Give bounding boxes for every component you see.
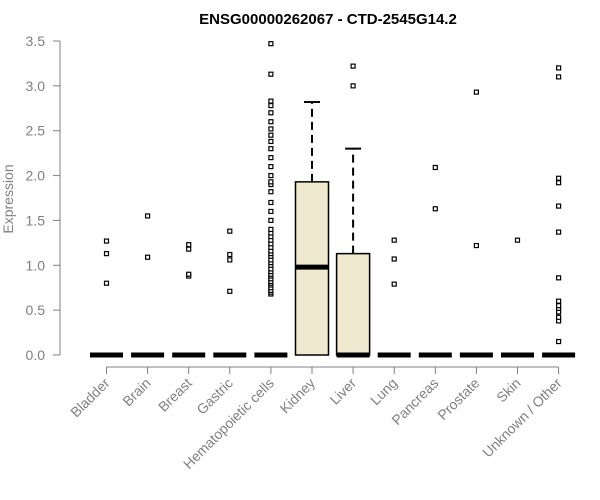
outlier-point xyxy=(555,229,562,235)
outlier-point xyxy=(268,126,274,132)
outlier-point xyxy=(268,146,274,152)
outlier-point xyxy=(555,203,562,209)
y-tick-label: 2.0 xyxy=(26,168,46,184)
outlier-point xyxy=(186,242,192,248)
category-label: Breast xyxy=(155,375,195,415)
y-tick-label: 1.5 xyxy=(26,212,46,228)
y-tick-label: 0.5 xyxy=(26,302,46,318)
boxes-layer xyxy=(90,101,576,358)
outlier-point xyxy=(268,110,274,116)
outlier-point xyxy=(555,74,562,80)
outlier-point xyxy=(555,275,562,281)
outlier-point xyxy=(103,251,110,257)
outlier-point xyxy=(268,164,274,170)
outlier-point xyxy=(268,172,274,179)
outlier-point xyxy=(103,238,110,244)
outlier-point xyxy=(350,83,356,89)
y-tick-label: 3.5 xyxy=(26,33,46,49)
outlier-point xyxy=(268,199,274,206)
outlier-point xyxy=(432,206,438,212)
category-label: Bladder xyxy=(67,375,113,421)
outlier-point xyxy=(186,246,192,252)
outlier-point xyxy=(555,65,562,71)
outlier-point xyxy=(391,256,397,262)
y-tick-label: 2.5 xyxy=(26,123,46,139)
outlier-point xyxy=(268,41,274,47)
outlier-point xyxy=(186,271,192,277)
outlier-point xyxy=(555,303,562,309)
outlier-point xyxy=(350,63,356,69)
outlier-point xyxy=(473,89,479,95)
category-label: Lung xyxy=(367,375,400,408)
outlier-point xyxy=(268,155,274,161)
outlier-point xyxy=(555,180,562,186)
category-label: Brain xyxy=(119,375,153,409)
outlier-point xyxy=(227,288,233,294)
outlier-point xyxy=(432,164,438,171)
outlier-point xyxy=(391,281,397,287)
box-kidney xyxy=(294,101,330,356)
outlier-point xyxy=(268,208,274,215)
outlier-point xyxy=(145,213,151,219)
outlier-point xyxy=(268,217,274,224)
outlier-point xyxy=(268,102,274,109)
outlier-point xyxy=(227,228,233,234)
outlier-point xyxy=(555,314,562,320)
chart-title: ENSG00000262067 - CTD-2545G14.2 xyxy=(199,11,457,28)
y-tick-label: 1.0 xyxy=(26,257,46,273)
outlier-point xyxy=(227,251,233,258)
outlier-point xyxy=(268,119,274,125)
y-tick-label: 0.0 xyxy=(26,347,46,363)
outlier-point xyxy=(268,138,274,145)
outlier-point xyxy=(268,98,274,104)
outlier-point xyxy=(555,175,562,181)
outlier-point xyxy=(268,189,274,195)
outliers-layer xyxy=(103,41,562,345)
outlier-point xyxy=(103,280,110,286)
category-label: Kidney xyxy=(277,375,319,417)
outlier-point xyxy=(268,226,274,232)
y-axis: 0.0 0.5 1.0 1.5 2.0 2.5 3.0 3.5 xyxy=(26,33,61,363)
category-label: Skin xyxy=(493,375,524,406)
outlier-point xyxy=(145,254,151,260)
category-label: Prostate xyxy=(434,375,482,423)
outlier-point xyxy=(227,257,233,263)
category-label: Liver xyxy=(326,375,359,408)
box-liver xyxy=(335,147,371,358)
y-axis-title: Expression xyxy=(0,164,16,233)
box-body xyxy=(335,252,371,356)
outlier-point xyxy=(268,71,274,77)
outlier-point xyxy=(514,237,521,243)
outlier-point xyxy=(391,237,397,243)
outlier-point xyxy=(555,338,562,345)
outlier-point xyxy=(268,132,274,138)
y-tick-label: 3.0 xyxy=(26,78,46,94)
outlier-point xyxy=(473,242,479,249)
outlier-point xyxy=(268,179,274,185)
outlier-point xyxy=(555,298,562,304)
